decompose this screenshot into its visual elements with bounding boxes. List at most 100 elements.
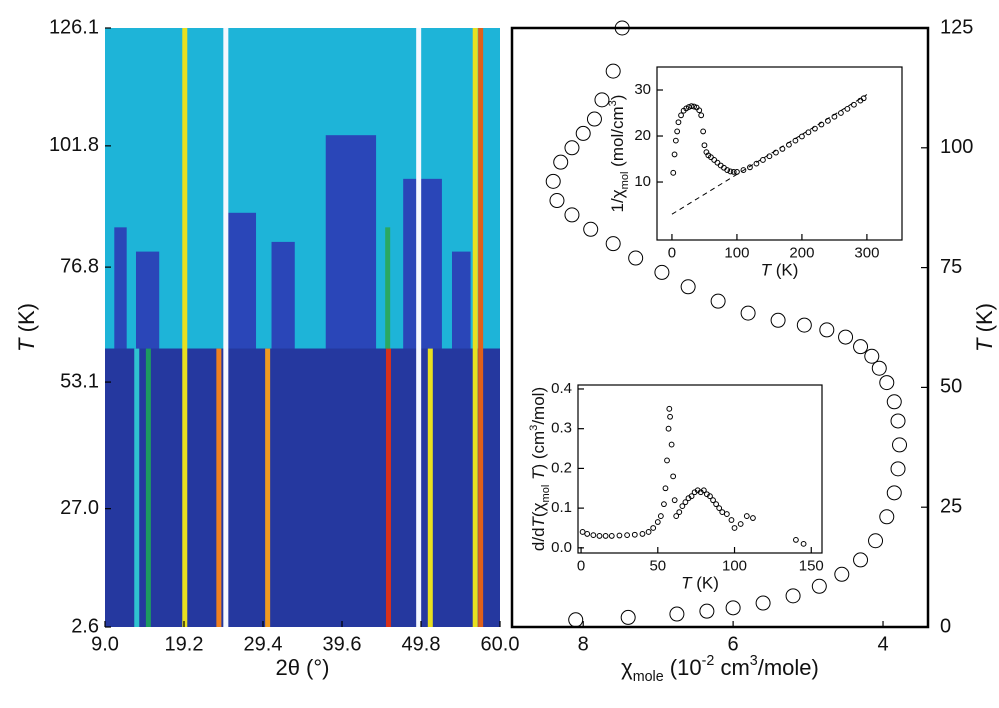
x-tick-label: 19.2	[165, 633, 204, 655]
data-point	[631, 531, 638, 538]
data-point	[786, 141, 792, 148]
data-point	[670, 169, 677, 176]
data-point	[654, 519, 661, 525]
heatmap-region	[271, 241, 295, 349]
data-point	[662, 485, 669, 492]
x-axis-label: T (K)	[681, 574, 719, 593]
y-tick-label: 100	[940, 136, 973, 158]
data-point	[792, 137, 799, 144]
data-point	[654, 264, 670, 280]
data-point	[594, 92, 610, 108]
data-point	[755, 595, 771, 611]
y-tick-label: 0.4	[551, 380, 572, 397]
data-point	[680, 279, 696, 295]
y-tick-label: 75	[940, 256, 962, 278]
data-point	[682, 499, 689, 506]
data-point	[838, 329, 854, 345]
data-point	[773, 149, 779, 156]
data-point	[740, 167, 747, 173]
data-point	[657, 513, 664, 519]
data-point	[639, 531, 646, 537]
x-tick-label: 150	[799, 557, 824, 574]
data-point	[667, 413, 673, 420]
data-point	[838, 110, 844, 116]
data-point	[608, 533, 615, 539]
data-point	[675, 119, 682, 126]
data-point	[799, 133, 805, 140]
label-part: T	[681, 574, 693, 593]
data-point	[700, 128, 707, 135]
data-point	[691, 103, 697, 110]
data-point	[766, 153, 773, 160]
data-point	[696, 107, 703, 114]
x-axis-label: 2θ (°)	[275, 655, 329, 680]
x-tick-label: 29.4	[244, 633, 283, 655]
data-point	[624, 532, 631, 539]
label-part: χ	[621, 655, 633, 680]
y-tick-label: 53.1	[60, 370, 99, 392]
data-point	[579, 529, 586, 535]
data-point	[785, 588, 801, 604]
heatmap-peak	[182, 28, 188, 627]
y-axis-label: T (K)	[972, 303, 997, 352]
label-part: (K)	[692, 574, 719, 593]
data-point	[666, 405, 673, 412]
data-point	[793, 536, 799, 543]
data-point	[737, 521, 744, 527]
x-tick-label: 100	[722, 557, 747, 574]
label-part: (K)	[14, 303, 39, 338]
data-point	[825, 117, 831, 124]
data-point	[743, 513, 750, 519]
data-point	[688, 103, 695, 110]
x-tick-label: 200	[789, 244, 814, 261]
data-point	[844, 105, 851, 112]
label-part: (K)	[972, 303, 997, 338]
y-tick-label: 125	[940, 16, 973, 38]
x-tick-label: 100	[724, 244, 749, 261]
data-point	[719, 509, 726, 515]
x-tick-label: 0	[577, 557, 585, 574]
x-tick-label: 39.6	[323, 633, 362, 655]
label-part: -2	[702, 653, 715, 669]
data-point	[812, 125, 818, 132]
data-point	[590, 532, 597, 539]
x-axis-label: χmole (10-2 cm3/mole)	[621, 653, 819, 685]
data-point	[710, 293, 726, 309]
data-point	[584, 531, 591, 537]
y-tick-label: 2.6	[71, 615, 99, 637]
data-point	[853, 552, 869, 568]
heatmap-peak	[265, 348, 271, 627]
data-point	[811, 578, 827, 594]
heatmap-peak	[478, 28, 484, 627]
label-part: T	[529, 515, 548, 527]
plot-frame	[656, 66, 903, 241]
data-point	[664, 457, 670, 464]
data-point	[716, 505, 723, 512]
y-tick-label: 126.1	[49, 16, 99, 38]
data-point	[834, 566, 850, 582]
label-part: T	[14, 337, 39, 352]
data-point	[760, 157, 766, 163]
data-point	[890, 461, 906, 477]
data-point	[879, 509, 895, 525]
heatmap-region	[225, 212, 257, 349]
data-point	[770, 312, 786, 328]
data-point	[665, 425, 672, 432]
data-point	[699, 603, 715, 619]
data-point	[831, 113, 838, 120]
x-tick-label: 8	[578, 633, 589, 655]
data-point	[728, 517, 735, 523]
data-point	[545, 173, 561, 189]
data-point	[731, 525, 738, 531]
data-point	[890, 413, 906, 429]
data-point	[605, 63, 621, 79]
x-tick-label: 60.0	[481, 633, 520, 655]
data-point	[853, 339, 869, 355]
x-tick-label: 9.0	[91, 633, 119, 655]
data-point	[616, 532, 623, 539]
data-point	[892, 437, 908, 453]
label-part: T	[761, 261, 773, 280]
heatmap-region	[451, 251, 471, 349]
data-point	[730, 169, 737, 175]
